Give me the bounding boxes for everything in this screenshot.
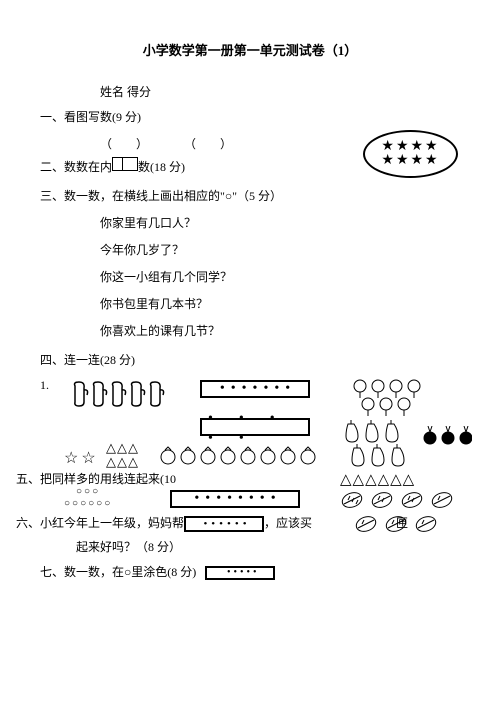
q-books: 你书包里有几本书？ <box>100 295 460 312</box>
dot-rect-small: ••••• <box>205 566 275 580</box>
section-1: 一、看图写数(9 分) <box>40 108 460 127</box>
mittens-icon <box>70 380 170 410</box>
section-4: 四、连一连(28 分) <box>40 351 460 370</box>
dot-rect-8: •••••••• <box>170 490 300 508</box>
star-outline-pair: ☆☆ <box>64 448 99 468</box>
circles-3: ○○○ <box>76 486 100 497</box>
item-1-number: 1. <box>40 378 49 393</box>
name-score-line: 姓名 得分 <box>100 83 460 100</box>
triangles-3-bot: △△△ <box>106 454 139 470</box>
q-classes: 你喜欢上的课有几节？ <box>100 322 460 339</box>
section-7: 七、数一数，在○里涂色(8 分) ••••• <box>40 563 460 582</box>
star-oval-graphic: ★★★★ ★★★★ <box>363 130 458 178</box>
section-5: 五、把同样多的用线连起来(10 <box>16 470 176 487</box>
q-age: 今年你几岁了？ <box>100 241 460 258</box>
pears-icon <box>340 420 420 470</box>
dot-rect-5: • • • • • <box>200 418 310 436</box>
star-row-2: ★★★★ <box>381 154 439 168</box>
dot-rect-7: ••••••• <box>200 380 310 398</box>
section-6-d: 起来好吗？（8 分） <box>76 538 460 555</box>
triangles-6: △△△△△△ <box>340 470 415 489</box>
section-6-b: ，应该买 <box>264 516 312 530</box>
q-family: 你家里有几口人？ <box>100 214 460 231</box>
box-graphic <box>112 157 138 177</box>
section-6-c: 匣 <box>396 516 408 530</box>
section-2-text-b: 数(18 分) <box>138 160 185 174</box>
beets-icon <box>422 426 472 450</box>
circles-6: ○○○○○○ <box>64 498 112 509</box>
broccoli-icon <box>350 378 450 418</box>
tomatoes-icon <box>158 444 328 466</box>
section-2-text-a: 二、数数在内 <box>40 160 112 174</box>
page-title: 小学数学第一册第一单元测试卷（1） <box>40 40 460 59</box>
connect-graphics: 1. ••••••• • • • • • <box>40 378 460 538</box>
section-6-line: 六、小红今年上一年级，妈妈帮••••••，应该买 匣 <box>16 514 456 532</box>
section-3: 三、数一数，在横线上画出相应的"○"（5 分） <box>40 187 460 206</box>
section-7-text: 七、数一数，在○里涂色(8 分) <box>40 565 196 579</box>
q-classmates: 你这一小组有几个同学？ <box>100 268 460 285</box>
section-6-a: 六、小红今年上一年级，妈妈帮 <box>16 516 184 530</box>
dot-rect-inline-1: •••••• <box>184 516 264 532</box>
star-row-1: ★★★★ <box>381 140 439 154</box>
